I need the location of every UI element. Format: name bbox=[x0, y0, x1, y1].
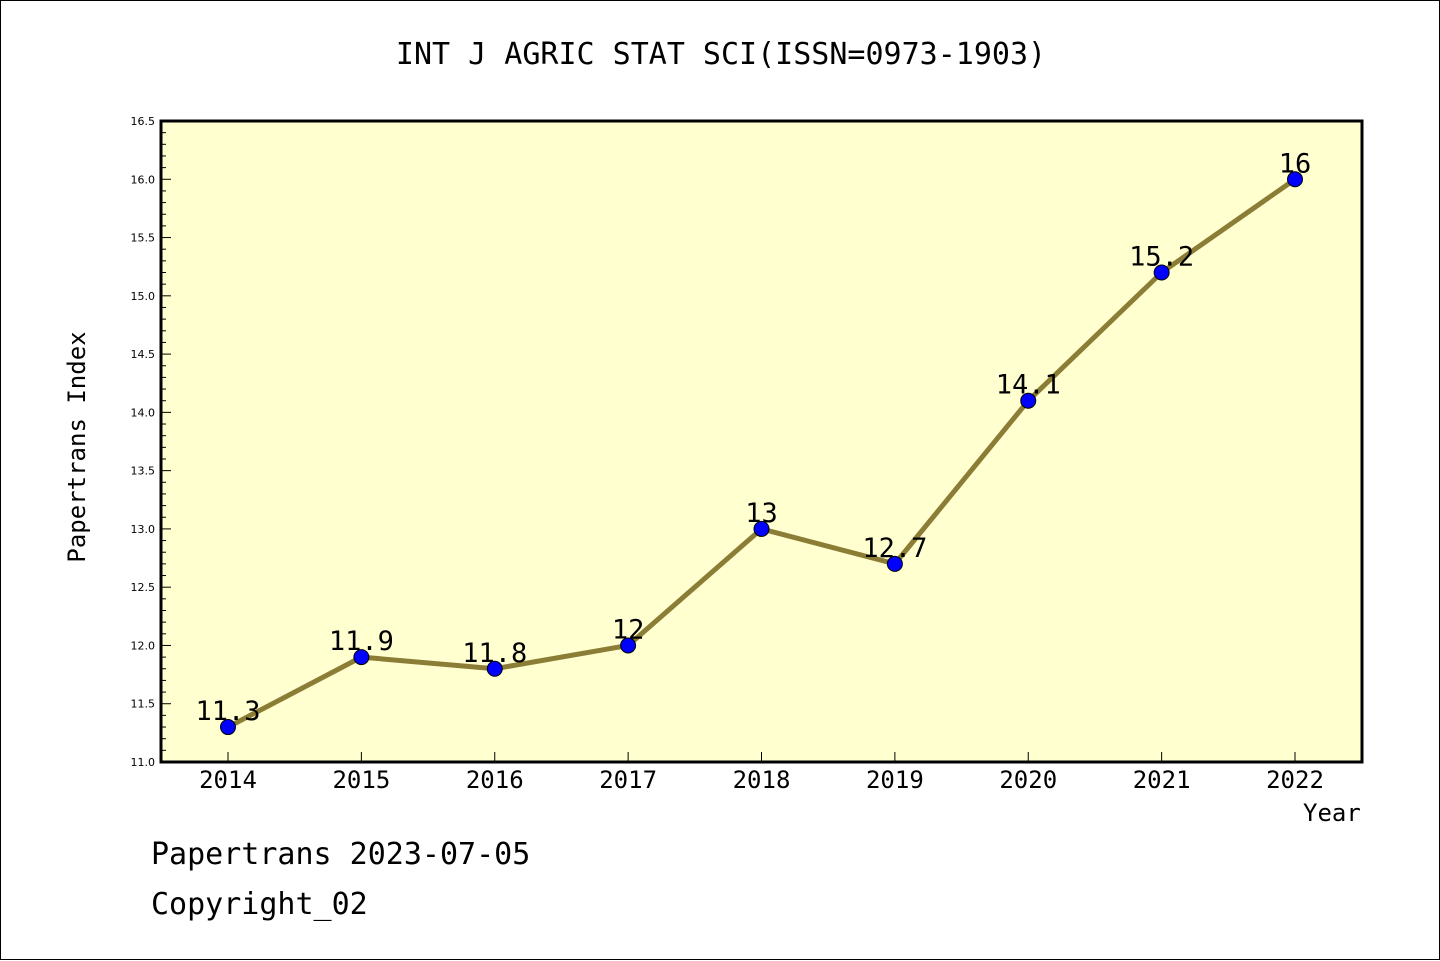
y-tick-label: 12.5 bbox=[131, 581, 156, 594]
data-point bbox=[353, 649, 370, 666]
x-tick-label: 2022 bbox=[1266, 766, 1324, 794]
data-point bbox=[220, 719, 236, 736]
x-tick-label: 2014 bbox=[199, 766, 257, 794]
footer-copyright-text: Copyright_02 bbox=[151, 887, 368, 922]
data-label: 12.7 bbox=[862, 533, 927, 564]
x-axis-title: Year bbox=[1303, 799, 1361, 827]
data-point bbox=[620, 637, 637, 654]
y-tick-label: 13.5 bbox=[131, 465, 156, 478]
data-point bbox=[1153, 264, 1170, 281]
y-tick-label: 11.0 bbox=[131, 756, 156, 769]
y-axis-title: Papertrans Index bbox=[63, 331, 91, 563]
x-tick-label: 2018 bbox=[733, 766, 791, 794]
x-tick-label: 2017 bbox=[599, 766, 657, 794]
data-label: 11.3 bbox=[195, 696, 260, 727]
y-tick-label: 14.0 bbox=[131, 406, 156, 419]
x-tick-label: 2015 bbox=[332, 766, 390, 794]
data-label: 15.2 bbox=[1129, 242, 1194, 273]
y-tick-label: 11.5 bbox=[131, 698, 156, 711]
y-tick-label: 13.0 bbox=[131, 523, 156, 536]
data-label: 14.1 bbox=[996, 370, 1061, 401]
y-tick-label: 14.5 bbox=[131, 348, 156, 361]
y-tick-label: 15.5 bbox=[131, 232, 156, 245]
x-tick-label: 2019 bbox=[866, 766, 924, 794]
chart-title: INT J AGRIC STAT SCI(ISSN=0973-1903) bbox=[395, 37, 1047, 72]
data-point bbox=[1020, 392, 1037, 409]
x-tick-label: 2021 bbox=[1133, 766, 1191, 794]
data-label: 11.8 bbox=[462, 638, 527, 669]
y-tick-label: 15.0 bbox=[131, 290, 156, 303]
data-label: 13 bbox=[745, 498, 778, 529]
data-point bbox=[1287, 171, 1303, 188]
data-point bbox=[886, 555, 903, 572]
x-tick-label: 2020 bbox=[999, 766, 1057, 794]
data-label: 11.9 bbox=[329, 626, 394, 657]
y-tick-label: 16.5 bbox=[131, 115, 156, 128]
data-point bbox=[753, 520, 770, 537]
data-label: 12 bbox=[612, 614, 645, 645]
footer-date-text: Papertrans 2023-07-05 bbox=[151, 837, 531, 872]
x-tick-label: 2016 bbox=[466, 766, 524, 794]
data-point bbox=[486, 660, 503, 677]
data-label: 16 bbox=[1279, 148, 1312, 179]
y-tick-label: 12.0 bbox=[131, 639, 156, 652]
y-tick-label: 16.0 bbox=[131, 173, 156, 186]
